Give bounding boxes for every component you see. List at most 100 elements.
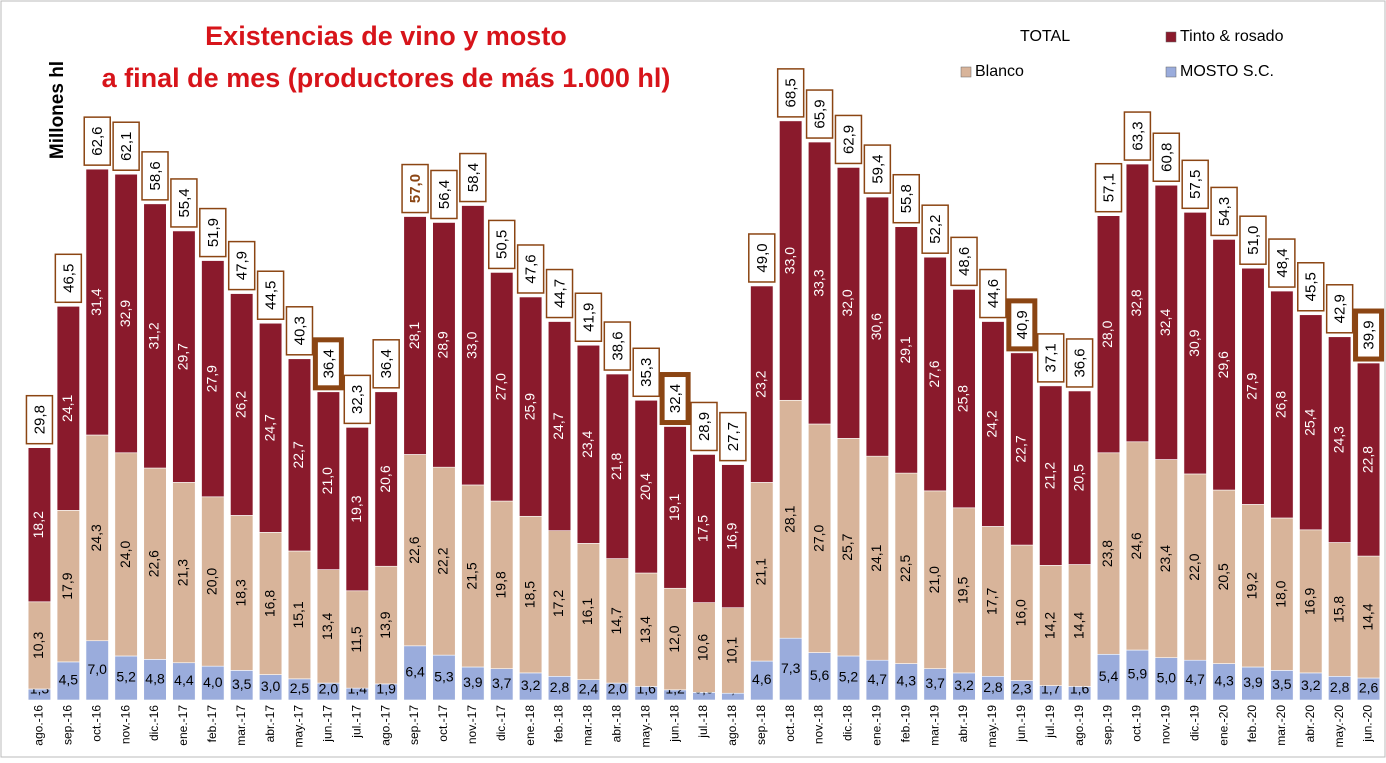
total-box — [1094, 162, 1123, 213]
bar-segment — [1241, 267, 1265, 505]
bar-value-label: 3,2 — [521, 677, 541, 693]
total-box — [1353, 308, 1385, 362]
bar-value-label: 21,2 — [1041, 462, 1057, 489]
bar-value-label: 1,9 — [376, 681, 396, 697]
bar-value-label: 15,8 — [1330, 596, 1346, 623]
bar-value-label: 16,9 — [724, 522, 740, 549]
bar-segment — [1299, 314, 1323, 531]
total-label: 39,9 — [1361, 320, 1378, 349]
chart-subtitle: a final de mes (productores de más 1.000… — [102, 63, 671, 93]
bar-value-label: 2,0 — [319, 681, 339, 697]
x-tick-label: oct.-17 — [436, 705, 450, 742]
bar-value-label: 2,5 — [290, 680, 310, 696]
total-label: 28,9 — [696, 412, 713, 441]
legend-label: MOSTO S.C. — [1180, 63, 1274, 80]
bar-value-label: 3,5 — [1272, 676, 1292, 692]
total-label: 60,8 — [1158, 143, 1175, 172]
bar-value-label: 24,2 — [984, 410, 1000, 437]
total-box — [1065, 338, 1094, 388]
total-box — [170, 178, 198, 228]
total-box — [632, 347, 660, 398]
bar-value-label: 20,6 — [377, 465, 393, 492]
x-tick-label: abr.-20 — [1303, 705, 1317, 743]
bar-value-label: 21,5 — [464, 562, 480, 589]
x-tick-label: sep.-18 — [754, 705, 768, 745]
bar-value-label: 2,6 — [1359, 680, 1379, 696]
bar-segment — [1039, 385, 1063, 566]
total-box — [401, 163, 429, 214]
bar-segment — [981, 321, 1005, 527]
y-axis-label: Millones hl — [47, 61, 68, 159]
bar-value-label: 18,3 — [232, 579, 248, 606]
bar-value-label: 22,7 — [1013, 435, 1029, 462]
bar-value-label: 23,4 — [579, 430, 595, 457]
bar-value-label: 23,4 — [1157, 545, 1173, 572]
bar-segment — [779, 120, 803, 401]
bar-value-label: 14,4 — [1359, 603, 1375, 630]
bar-segment — [432, 222, 456, 468]
total-label: 35,3 — [638, 358, 655, 387]
bar-value-label: 3,5 — [232, 676, 252, 692]
bar-value-label: 2,8 — [1330, 679, 1350, 695]
total-label: 65,9 — [812, 99, 829, 128]
legend-swatch — [960, 66, 972, 78]
bar-value-label: 24,3 — [1330, 426, 1346, 453]
x-tick-label: abr.-19 — [956, 705, 970, 743]
bar-value-label: 5,9 — [1128, 666, 1148, 682]
x-tick-label: jun.-18 — [667, 705, 681, 743]
x-tick-label: may.-17 — [292, 705, 306, 748]
bar-segment — [172, 230, 196, 483]
total-label: 48,4 — [1274, 248, 1291, 277]
bar-value-label: 32,0 — [839, 289, 855, 316]
bar-segment — [287, 358, 312, 552]
x-tick-label: ene.-20 — [1216, 705, 1230, 746]
total-label: 40,9 — [1014, 310, 1031, 339]
bar-value-label: 17,7 — [984, 588, 1000, 615]
x-tick-label: nov.-18 — [812, 705, 826, 744]
x-tick-label: abr.-18 — [609, 705, 623, 743]
total-label: 57,1 — [1100, 173, 1117, 202]
bar-value-label: 22,0 — [1186, 553, 1202, 580]
total-label: 57,5 — [1187, 170, 1204, 199]
x-tick-label: oct.-16 — [89, 705, 103, 742]
bar-value-label: 21,8 — [608, 452, 624, 479]
bar-value-label: 27,9 — [1244, 372, 1260, 399]
total-box — [1239, 215, 1267, 265]
bar-value-label: 21,0 — [319, 467, 335, 494]
total-label: 58,6 — [147, 161, 164, 190]
bar-value-label: 19,3 — [348, 495, 364, 522]
bar-segment — [1270, 290, 1294, 519]
total-box — [83, 116, 111, 166]
total-box — [719, 411, 747, 462]
bar-value-label: 22,7 — [290, 441, 306, 468]
bar-segment — [1356, 362, 1381, 557]
bar-value-label: 25,7 — [839, 533, 855, 560]
total-box — [690, 401, 718, 452]
bar-value-label: 14,7 — [608, 607, 624, 634]
bar-value-label: 16,9 — [1301, 588, 1317, 615]
total-box — [1325, 284, 1354, 334]
total-box — [312, 337, 344, 391]
total-box — [516, 244, 545, 294]
bar-value-label: 16,1 — [579, 598, 595, 625]
total-label: 47,6 — [523, 254, 540, 283]
bar-value-label: 24,7 — [261, 414, 277, 441]
bar-value-label: 22,5 — [897, 555, 913, 582]
total-box — [950, 236, 978, 287]
bar-value-label: 22,6 — [146, 550, 162, 577]
total-box — [892, 173, 921, 224]
total-box — [1152, 132, 1181, 182]
bar-segment — [808, 141, 832, 425]
total-label: 55,4 — [176, 188, 193, 217]
x-tick-label: sep.-19 — [1101, 705, 1115, 745]
bar-value-label: 26,8 — [1273, 391, 1289, 418]
bar-value-label: 24,3 — [88, 524, 104, 551]
bar-value-label: 32,8 — [1128, 289, 1144, 316]
bar-value-label: 23,8 — [1099, 540, 1115, 567]
bar-value-label: 3,9 — [463, 674, 483, 690]
bar-segment — [663, 426, 687, 589]
x-tick-label: sep.-16 — [61, 705, 75, 745]
bar-value-label: 5,3 — [434, 668, 454, 684]
bar-value-label: 3,0 — [261, 678, 281, 694]
bar-segment — [114, 173, 138, 454]
